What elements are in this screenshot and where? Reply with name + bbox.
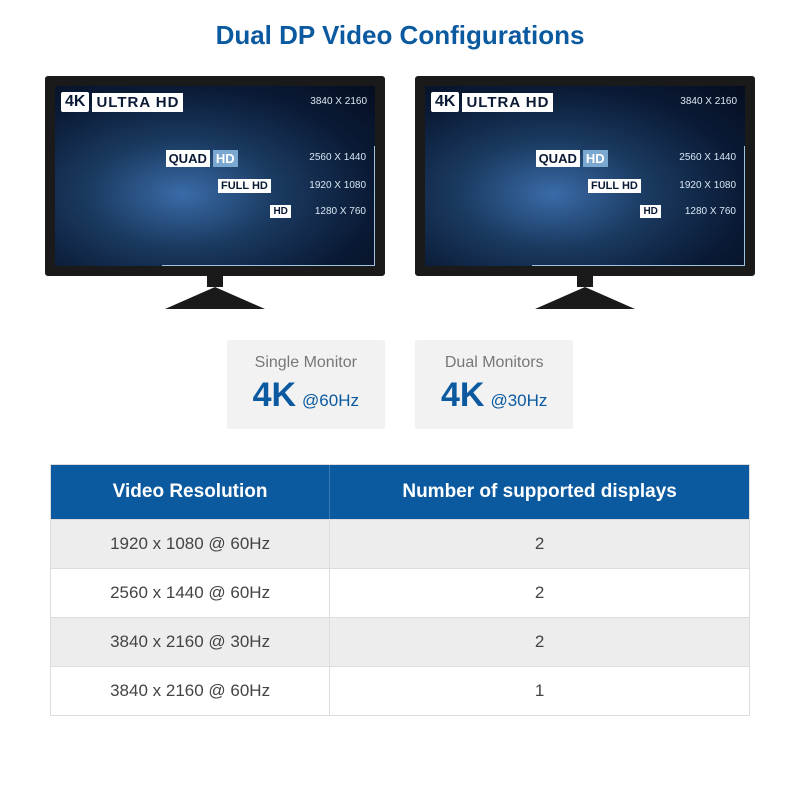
cell-displays: 1 [330, 667, 749, 715]
table-row: 1920 x 1080 @ 60Hz 2 [51, 519, 749, 568]
header-resolution: Video Resolution [51, 465, 330, 519]
cell-resolution: 3840 x 2160 @ 30Hz [51, 618, 330, 666]
res-label-4k: 3840 X 2160 [310, 96, 367, 107]
monitors-row: 4KULTRA HD 3840 X 2160 QUADHD 2560 X 144… [45, 76, 755, 310]
card-dual-monitors: Dual Monitors 4K @30Hz [415, 340, 573, 429]
cell-displays: 2 [330, 618, 749, 666]
cell-resolution: 1920 x 1080 @ 60Hz [51, 520, 330, 568]
badge-4k-ultra-hd: 4KULTRA HD [61, 92, 183, 112]
cell-displays: 2 [330, 520, 749, 568]
res-label-hd: 1280 X 760 [315, 206, 366, 217]
res-label-hd: 1280 X 760 [685, 206, 736, 217]
badge-quad-hd: QUADHD [166, 150, 238, 167]
table-row: 2560 x 1440 @ 60Hz 2 [51, 568, 749, 617]
cell-resolution: 2560 x 1440 @ 60Hz [51, 569, 330, 617]
res-label-quad: 2560 X 1440 [679, 152, 736, 163]
badge-quad-hd: QUADHD [536, 150, 608, 167]
badge-full-hd: FULL HD [588, 179, 641, 193]
res-label-full: 1920 X 1080 [679, 180, 736, 191]
badge-full-hd: FULL HD [218, 179, 271, 193]
monitor-2: 4KULTRA HD 3840 X 2160 QUADHD 2560 X 144… [415, 76, 755, 310]
card-title: Single Monitor [253, 354, 359, 372]
table-header: Video Resolution Number of supported dis… [51, 465, 749, 519]
monitor-1: 4KULTRA HD 3840 X 2160 QUADHD 2560 X 144… [45, 76, 385, 310]
cell-resolution: 3840 x 2160 @ 60Hz [51, 667, 330, 715]
config-cards: Single Monitor 4K @60Hz Dual Monitors 4K… [227, 340, 574, 429]
card-title: Dual Monitors [441, 354, 547, 372]
resolution-table: Video Resolution Number of supported dis… [50, 464, 750, 716]
card-single-monitor: Single Monitor 4K @60Hz [227, 340, 385, 429]
res-label-full: 1920 X 1080 [309, 180, 366, 191]
card-res: 4K [253, 376, 296, 415]
monitor-screen: 4KULTRA HD 3840 X 2160 QUADHD 2560 X 144… [415, 76, 755, 276]
badge-hd: HD [640, 205, 660, 218]
header-displays: Number of supported displays [330, 465, 749, 519]
card-res: 4K [441, 376, 484, 415]
card-hz: @30Hz [490, 391, 547, 411]
res-label-quad: 2560 X 1440 [309, 152, 366, 163]
table-row: 3840 x 2160 @ 30Hz 2 [51, 617, 749, 666]
table-row: 3840 x 2160 @ 60Hz 1 [51, 666, 749, 715]
monitor-screen: 4KULTRA HD 3840 X 2160 QUADHD 2560 X 144… [45, 76, 385, 276]
card-hz: @60Hz [302, 391, 359, 411]
table-body: 1920 x 1080 @ 60Hz 2 2560 x 1440 @ 60Hz … [51, 519, 749, 715]
badge-4k-ultra-hd: 4KULTRA HD [431, 92, 553, 112]
badge-hd: HD [270, 205, 290, 218]
res-label-4k: 3840 X 2160 [680, 96, 737, 107]
page-title: Dual DP Video Configurations [216, 20, 585, 51]
cell-displays: 2 [330, 569, 749, 617]
